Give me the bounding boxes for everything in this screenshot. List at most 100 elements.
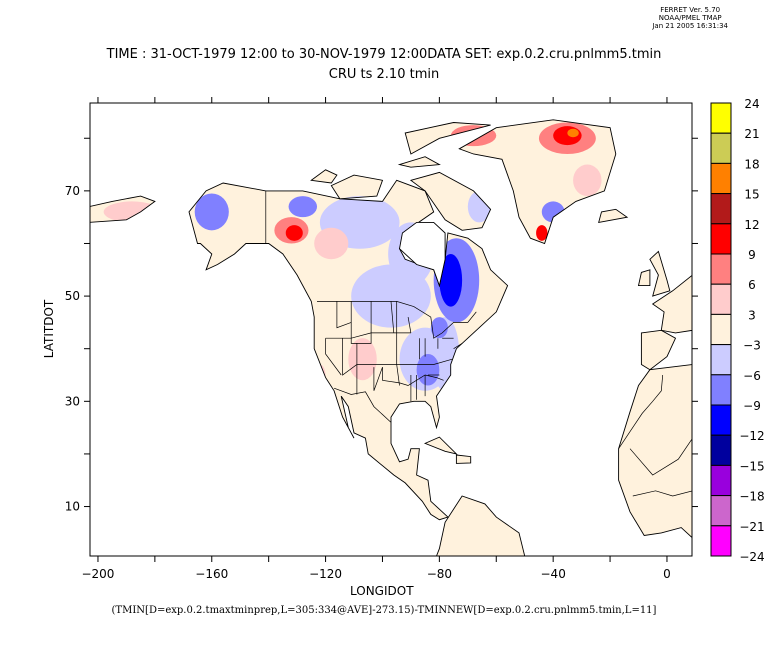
ellesmere-island-coastline xyxy=(404,122,491,155)
anomaly-patch xyxy=(439,253,463,307)
colorbar-bin xyxy=(710,162,732,195)
anomaly-patch xyxy=(319,132,389,165)
colorbar-label: 24 xyxy=(744,97,759,111)
anomaly-patch xyxy=(450,125,497,147)
border-line xyxy=(336,301,352,329)
anomaly-patch xyxy=(285,225,303,241)
border-line xyxy=(618,374,664,449)
anomaly-patch xyxy=(194,193,229,231)
ferret-stamp: FERRET Ver. 5.70 NOAA/PMEL TMAP Jan 21 2… xyxy=(652,6,728,30)
colorbar-bin xyxy=(710,434,732,466)
map-plot: −200 −160 −120 −80 −40 0 10 30 50 70 24 21 18 15 12 9 6… xyxy=(65,97,765,581)
plot-frame xyxy=(89,102,693,557)
stamp-date: Jan 21 2005 16:31:34 xyxy=(652,22,728,30)
anomaly-patch xyxy=(314,227,349,260)
colorbar-bin xyxy=(710,404,732,436)
baffin-island-coastline xyxy=(409,171,492,231)
banks-island-coastline xyxy=(310,169,338,184)
anomaly-patch xyxy=(348,338,377,381)
colorbar-label: 6 xyxy=(748,278,756,292)
coastline-layer xyxy=(90,119,692,556)
y-tick-label: 10 xyxy=(65,500,80,514)
colorbar-bin xyxy=(710,283,732,315)
colorbar-bin xyxy=(710,464,732,497)
x-tick-label: 0 xyxy=(663,567,671,581)
x-tick-label: −80 xyxy=(427,567,452,581)
x-axis-label: LONGIDOT xyxy=(350,584,414,598)
colorbar-bin xyxy=(710,344,732,376)
y-tick-label: 70 xyxy=(65,184,80,198)
colorbar-bin xyxy=(710,313,732,346)
border-line xyxy=(325,332,411,339)
anomaly-patch xyxy=(573,164,602,197)
anomaly-patch xyxy=(103,201,161,223)
stamp-version: FERRET Ver. 5.70 xyxy=(660,6,721,14)
border-line xyxy=(373,366,444,391)
colorbar-label: −18 xyxy=(739,490,764,504)
banks-island-land xyxy=(311,169,337,183)
colorbar-label: −9 xyxy=(743,399,761,413)
colorbar-label: 18 xyxy=(744,157,759,171)
victoria-island-land xyxy=(331,175,383,199)
britain-coastline xyxy=(649,250,671,297)
hispaniola-land xyxy=(456,455,471,464)
colorbar-label: −3 xyxy=(743,339,761,353)
footer-expression: (TMIN[D=exp.0.2.tmaxtminprep,L=305:334@A… xyxy=(111,605,657,616)
colorbar-bin xyxy=(710,223,732,255)
colorbar: 24 21 18 15 12 9 6 3 −3 −6 −9 −12 −15 −18 −21 −24 xyxy=(710,97,765,564)
border-line xyxy=(453,343,463,349)
border-line xyxy=(407,317,412,333)
colorbar-label: −21 xyxy=(739,520,764,534)
iberia-land xyxy=(641,330,676,370)
y-tick-label: 30 xyxy=(65,394,80,408)
ireland-coastline xyxy=(637,269,651,287)
colorbar-label: 21 xyxy=(744,127,759,141)
hudson-bay xyxy=(399,221,446,288)
colorbar-bin xyxy=(710,132,732,164)
anomaly-patch xyxy=(416,353,440,386)
x-tick-label: −40 xyxy=(541,567,566,581)
anomaly-patch xyxy=(430,317,448,339)
anomaly-patch xyxy=(536,225,548,241)
x-tick-label: −120 xyxy=(309,567,342,581)
anomaly-patch xyxy=(567,128,579,138)
colorbar-label: −6 xyxy=(743,369,761,383)
south-america-land xyxy=(436,496,525,556)
europe-coastline xyxy=(651,274,692,334)
devon-island-coastline xyxy=(397,156,441,168)
colorbar-label: −12 xyxy=(739,429,764,443)
y-axis-label: LATITDOT xyxy=(42,299,57,359)
plot-title: TIME : 31-OCT-1979 12:00 to 30-NOV-1979 … xyxy=(106,47,662,62)
plot-subtitle: CRU ts 2.10 tmin xyxy=(328,67,440,82)
cuba-land xyxy=(425,437,457,454)
colorbar-label: 9 xyxy=(748,248,756,262)
britain-land xyxy=(649,251,670,297)
iceland-coastline xyxy=(598,208,629,223)
border-line xyxy=(317,301,477,339)
colorbar-label: −15 xyxy=(739,459,764,473)
land-layer xyxy=(90,119,692,556)
border-line xyxy=(632,490,692,497)
border-line xyxy=(325,338,342,376)
anomaly-patch xyxy=(288,196,318,218)
europe-land xyxy=(652,275,692,333)
colorbar-label: 15 xyxy=(744,188,759,202)
border-line xyxy=(333,387,392,423)
north-america-coastline xyxy=(188,179,509,521)
chukotka-coastline xyxy=(90,195,156,223)
colorbar-bin xyxy=(710,374,732,406)
stamp-org: NOAA/PMEL TMAP xyxy=(658,14,722,22)
south-america-coastline xyxy=(436,495,526,556)
colorbar-label: 3 xyxy=(748,308,756,322)
colorbar-bin xyxy=(710,495,732,527)
anomaly-patch xyxy=(314,364,326,386)
axis-ticks: −200 −160 −120 −80 −40 0 10 30 50 70 xyxy=(65,97,698,581)
border-line xyxy=(629,438,692,476)
border-line xyxy=(390,301,395,333)
anomaly-patch xyxy=(166,209,190,231)
hispaniola-coastline xyxy=(455,454,472,464)
africa-land xyxy=(618,364,692,538)
border-line xyxy=(342,338,453,376)
victoria-island-coastline xyxy=(330,174,384,200)
colorbar-bin xyxy=(710,193,732,225)
